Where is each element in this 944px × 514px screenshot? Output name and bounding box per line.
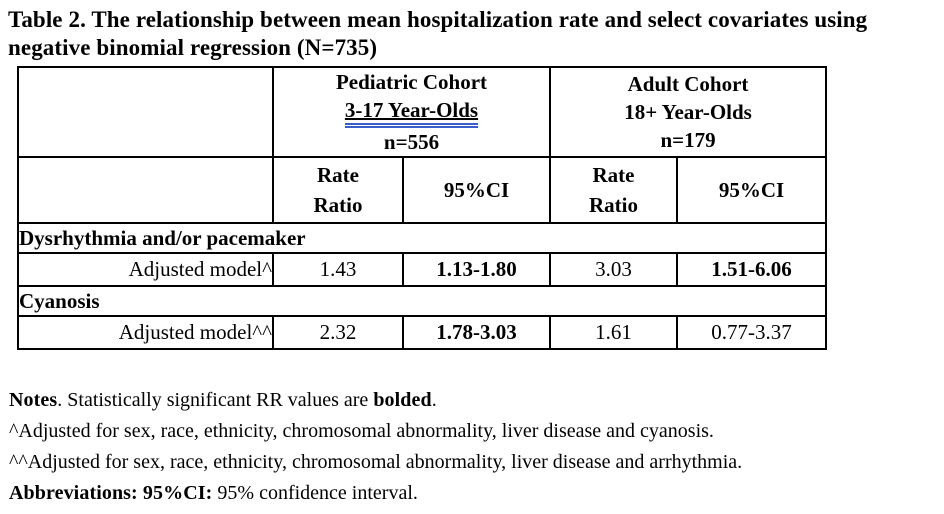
group-header-row: Pediatric Cohort 3-17 Year-Olds n=556 Ad… [17,66,828,158]
notes-label: Notes [9,389,58,411]
table-title: Table 2. The relationship between mean h… [8,7,868,60]
corner-cell-top [17,66,274,158]
adult-sample-size: n=179 [660,128,716,152]
pediatric-cohort-name: Pediatric Cohort [335,70,488,94]
column-group-adult: Adult Cohort 18+ Year-Olds n=179 [549,66,828,158]
cell-dys-adult-ci: 1.51-6.06 [676,252,828,287]
cell-cya-ped-ci: 1.78-3.03 [401,315,552,350]
row-label-adjusted-model-2: Adjusted model^^ [17,315,274,350]
note-line-abbreviations: Abbreviations: 95%CI: 95% confidence int… [9,482,418,504]
cell-dys-ped-ci: 1.13-1.80 [401,252,552,287]
subheader-adult-rate-ratio: Rate Ratio [549,156,679,224]
note-line-caret-single: ^Adjusted for sex, race, ethnicity, chro… [9,420,714,442]
pediatric-sample-size: n=556 [383,130,440,154]
row-label-adjusted-model-1: Adjusted model^ [17,252,274,287]
data-row-dysrhythmia-adjusted: Adjusted model^ 1.43 1.13-1.80 3.03 1.51… [17,252,828,287]
section-row-dysrhythmia: Dysrhythmia and/or pacemaker [16,222,828,254]
subheader-ped-rate-ratio: Rate Ratio [272,156,404,224]
cell-dys-adult-rr: 3.03 [549,252,679,287]
adult-age-range: 18+ Year-Olds [624,100,752,124]
cell-cya-adult-rr: 1.61 [549,315,679,350]
section-title-cyanosis: Cyanosis [16,285,828,317]
pediatric-age-range-underlined: 3-17 Year-Olds [344,98,479,128]
table-notes: Notes. Statistically significant RR valu… [9,385,936,509]
column-group-pediatric: Pediatric Cohort 3-17 Year-Olds n=556 [271,66,552,158]
cell-cya-adult-ci: 0.77-3.37 [676,315,828,350]
section-row-cyanosis: Cyanosis [16,285,828,317]
cell-cya-ped-rr: 2.32 [272,315,404,350]
bolded-emphasis: bolded [373,389,432,411]
adult-cohort-name: Adult Cohort [627,72,749,96]
data-row-cyanosis-adjusted: Adjusted model^^ 2.32 1.78-3.03 1.61 0.7… [17,315,828,350]
subheader-adult-ci: 95%CI [676,156,828,224]
subheader-row: Rate Ratio 95%CI Rate Ratio 95%CI [17,156,828,224]
regression-table: Pediatric Cohort 3-17 Year-Olds n=556 Ad… [16,66,828,350]
corner-cell-bottom [17,156,274,224]
subheader-ped-ci: 95%CI [401,156,552,224]
note-line-significance: Notes. Statistically significant RR valu… [9,389,437,411]
cell-dys-ped-rr: 1.43 [272,252,404,287]
abbreviations-label: Abbreviations: 95%CI: [9,482,213,504]
section-title-dysrhythmia: Dysrhythmia and/or pacemaker [16,222,828,254]
note-line-caret-double: ^^Adjusted for sex, race, ethnicity, chr… [9,451,743,473]
